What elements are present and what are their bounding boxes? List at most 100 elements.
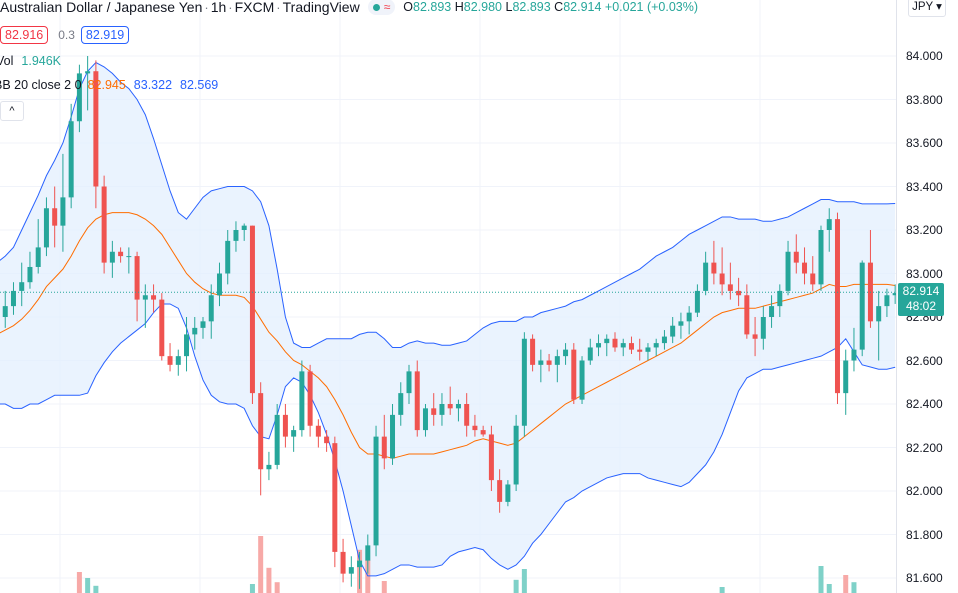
price-tick-label: 81.800 [906,527,943,542]
separator-dot: · [204,0,209,15]
candle-body [513,425,519,485]
candle-body [760,317,766,339]
candle-body [661,336,667,344]
separator-dot: · [276,0,281,15]
open-label: O [403,0,414,14]
interval-label: 1h [210,0,227,15]
high-value: 82.980 [463,0,502,14]
market-status-pill[interactable]: ≈ [367,0,396,15]
candle-body [431,408,437,415]
low-value: 82.893 [512,0,551,14]
price-tick-label: 82.600 [906,353,943,368]
candle-body [151,295,157,300]
candle-body [686,312,692,322]
volume-legend[interactable]: Vol 1.946K [0,54,61,68]
candle-body [76,73,82,122]
candle-body [645,347,651,352]
candle-body [719,273,725,285]
candle-body [480,430,486,435]
candle-body [159,299,165,357]
spread-value: 0.3 [58,28,75,42]
volume-bar [365,560,371,593]
candle-body [299,371,305,431]
chart-legend-title[interactable]: Australian Dollar / Japanese Yen · 1h · … [0,0,698,17]
candle-body [843,360,849,394]
candle-body [744,295,750,335]
separator-dot: · [228,0,233,15]
candle-body [216,273,222,296]
candle-body [628,343,634,350]
change-value: +0.021 (+0.03%) [604,0,699,14]
candle-body [810,273,816,285]
last-price-value: 82.914 [902,284,940,298]
candle-body [554,356,560,365]
sell-button[interactable]: 82.916 [0,26,49,44]
volume-bar [93,585,99,593]
price-tick-label: 82.200 [906,440,943,455]
candle-body [587,347,593,361]
candle-body [538,360,544,365]
candle-body [736,290,742,296]
collapse-legend-button[interactable]: ^ [0,101,24,121]
candle-body [340,551,346,574]
candle-body [291,430,297,437]
price-tick-label: 83.000 [906,266,943,281]
market-open-dot-icon [372,3,380,11]
candle-body [27,266,33,283]
close-label: C [554,0,564,14]
candle-body [398,393,404,415]
exchange-label: FXCM [234,0,275,15]
candle-body [464,404,470,426]
candle-body [752,334,758,339]
candle-body [579,360,585,400]
currency-selector[interactable]: JPY ▾ [908,0,946,17]
volume-bar [381,581,387,593]
bollinger-legend[interactable]: BB 20 close 2 0 82.945 83.322 82.569 [0,78,218,92]
candle-body [455,404,461,409]
bb-upper-line [0,61,896,348]
open-value: 82.893 [413,0,452,14]
candle-body [134,256,140,300]
bb-label: BB 20 close 2 0 [0,78,82,92]
volume-bar [258,536,264,593]
buy-button[interactable]: 82.919 [80,26,130,44]
candle-body [818,230,824,285]
candle-body [711,262,717,274]
bb-lower-line [0,303,896,577]
candle-body [85,71,91,74]
price-tick-label: 82.400 [906,397,943,411]
candle-body [365,545,371,561]
candle-body [118,251,124,257]
volume-bar [85,578,91,593]
candle-body [184,334,190,357]
volume-bar [249,584,255,593]
candle-body [126,256,132,258]
price-tick-label: 83.600 [906,136,943,150]
candle-body [258,393,264,470]
candle-body [10,290,16,307]
candle-body [35,247,41,267]
volume-value: 1.946K [21,54,62,68]
candle-body [802,262,808,274]
source-label: TradingView [282,0,360,15]
candle-body [200,321,206,328]
candle-body [892,293,898,296]
candle-body [332,443,338,552]
candle-body [43,208,49,248]
price-tick-label: 84.000 [906,49,943,63]
candle-body [876,306,882,322]
bollinger-band-fill [0,62,896,576]
volume-bar [76,572,82,593]
volume-bar [521,569,527,593]
candle-body [52,208,58,226]
candle-body [2,306,8,317]
candle-body [488,434,494,481]
candle-body [612,338,618,348]
candle-body [596,343,602,348]
candle-body [521,338,527,426]
candle-body [604,338,610,344]
candle-body [678,321,684,326]
candle-body [19,282,25,291]
candle-body [282,414,288,437]
